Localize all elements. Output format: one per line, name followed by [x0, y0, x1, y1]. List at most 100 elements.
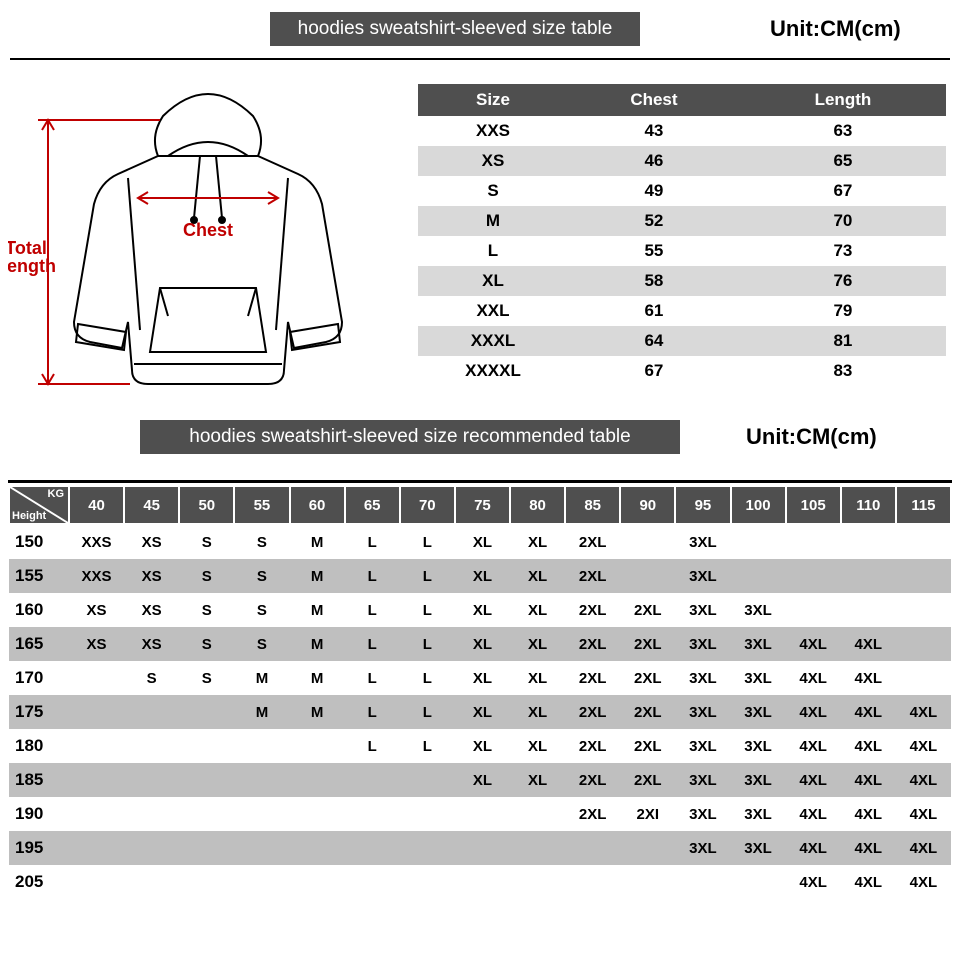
table-cell — [675, 865, 730, 899]
total-length-label-1: Total — [8, 238, 47, 258]
table-cell — [400, 763, 455, 797]
table-cell — [455, 865, 510, 899]
table-cell: 3XL — [731, 831, 786, 865]
table-cell: 3XL — [731, 763, 786, 797]
table-cell: XL — [455, 729, 510, 763]
col-length: Length — [740, 84, 946, 116]
table-cell: 2XL — [620, 763, 675, 797]
table-cell: 4XL — [841, 831, 896, 865]
table-cell: 4XL — [896, 729, 951, 763]
table-cell: L — [345, 729, 400, 763]
weight-header: 85 — [565, 486, 620, 524]
weight-header: 105 — [786, 486, 841, 524]
table-cell: 4XL — [786, 729, 841, 763]
table-cell: 3XL — [675, 661, 730, 695]
table-cell: 73 — [740, 236, 946, 266]
table-cell: 3XL — [675, 593, 730, 627]
table-row: 175MMLLXLXL2XL2XL3XL3XL4XL4XL4XL — [9, 695, 951, 729]
table-cell — [234, 865, 289, 899]
table-cell: 2XL — [620, 661, 675, 695]
table-cell: XL — [418, 266, 568, 296]
table-cell: M — [290, 661, 345, 695]
table-cell: S — [418, 176, 568, 206]
col-size: Size — [418, 84, 568, 116]
table-cell: 70 — [740, 206, 946, 236]
table-cell: S — [179, 524, 234, 559]
table-row: 155XXSXSSSMLLXLXL2XL3XL — [9, 559, 951, 593]
height-cell: 185 — [9, 763, 69, 797]
table-cell: 43 — [568, 116, 740, 146]
table-cell: 2XL — [565, 729, 620, 763]
table-cell: 3XL — [675, 831, 730, 865]
table-row: XL5876 — [418, 266, 946, 296]
table-cell: S — [234, 627, 289, 661]
table-cell: L — [400, 524, 455, 559]
table-cell — [896, 661, 951, 695]
table-cell: M — [234, 661, 289, 695]
table-cell: M — [290, 559, 345, 593]
weight-header: 75 — [455, 486, 510, 524]
unit-label-2: Unit:CM(cm) — [746, 424, 877, 450]
table-cell: 3XL — [731, 593, 786, 627]
table-cell: L — [345, 695, 400, 729]
table-cell: 58 — [568, 266, 740, 296]
table-cell: L — [400, 559, 455, 593]
table-cell: 81 — [740, 326, 946, 356]
height-cell: 155 — [9, 559, 69, 593]
rec-table-wrap: KG Height 404550556065707580859095100105… — [8, 480, 952, 899]
table-cell: XL — [510, 524, 565, 559]
table-cell — [69, 661, 124, 695]
table-cell: XL — [510, 695, 565, 729]
table-cell: S — [179, 661, 234, 695]
table-cell: 3XL — [731, 695, 786, 729]
table-cell — [179, 695, 234, 729]
table-cell — [345, 865, 400, 899]
table-cell — [290, 865, 345, 899]
table-cell: 2XL — [620, 695, 675, 729]
table-cell — [179, 763, 234, 797]
table-row: XXXXL6783 — [418, 356, 946, 386]
table-cell — [565, 831, 620, 865]
table-cell: 4XL — [896, 865, 951, 899]
table-cell: 3XL — [675, 763, 730, 797]
table-cell: 2XL — [565, 797, 620, 831]
table-cell: S — [179, 627, 234, 661]
table-cell — [124, 831, 179, 865]
table-cell: 2XL — [565, 559, 620, 593]
table-row: XXXL6481 — [418, 326, 946, 356]
table-cell: XS — [69, 627, 124, 661]
table-cell: 52 — [568, 206, 740, 236]
table-cell: 4XL — [896, 797, 951, 831]
table-cell — [290, 797, 345, 831]
table-cell: M — [290, 593, 345, 627]
table-cell — [69, 831, 124, 865]
table-cell: XXXL — [418, 326, 568, 356]
table-cell: 3XL — [675, 729, 730, 763]
table-cell: 79 — [740, 296, 946, 326]
table-cell: L — [400, 661, 455, 695]
table-cell — [841, 559, 896, 593]
table-row: XS4665 — [418, 146, 946, 176]
table-cell — [345, 797, 400, 831]
table-cell: L — [345, 524, 400, 559]
weight-header: 110 — [841, 486, 896, 524]
table-cell: 3XL — [675, 695, 730, 729]
table-cell — [455, 831, 510, 865]
table-row: 2054XL4XL4XL — [9, 865, 951, 899]
table-cell: 4XL — [786, 627, 841, 661]
height-cell: 160 — [9, 593, 69, 627]
divider-1 — [10, 58, 950, 60]
divider-2 — [8, 480, 952, 483]
table-row: 1953XL3XL4XL4XL4XL — [9, 831, 951, 865]
table-cell: L — [345, 559, 400, 593]
header-row-2: hoodies sweatshirt-sleeved size recommen… — [0, 420, 960, 454]
table-row: 1902XL2XI3XL3XL4XL4XL4XL — [9, 797, 951, 831]
table-cell: 2XL — [620, 627, 675, 661]
table-cell — [510, 865, 565, 899]
weight-header: 65 — [345, 486, 400, 524]
table-cell: XL — [455, 763, 510, 797]
table-cell: 4XL — [786, 865, 841, 899]
table-cell — [620, 865, 675, 899]
table-cell: L — [400, 627, 455, 661]
table-cell: 4XL — [841, 695, 896, 729]
